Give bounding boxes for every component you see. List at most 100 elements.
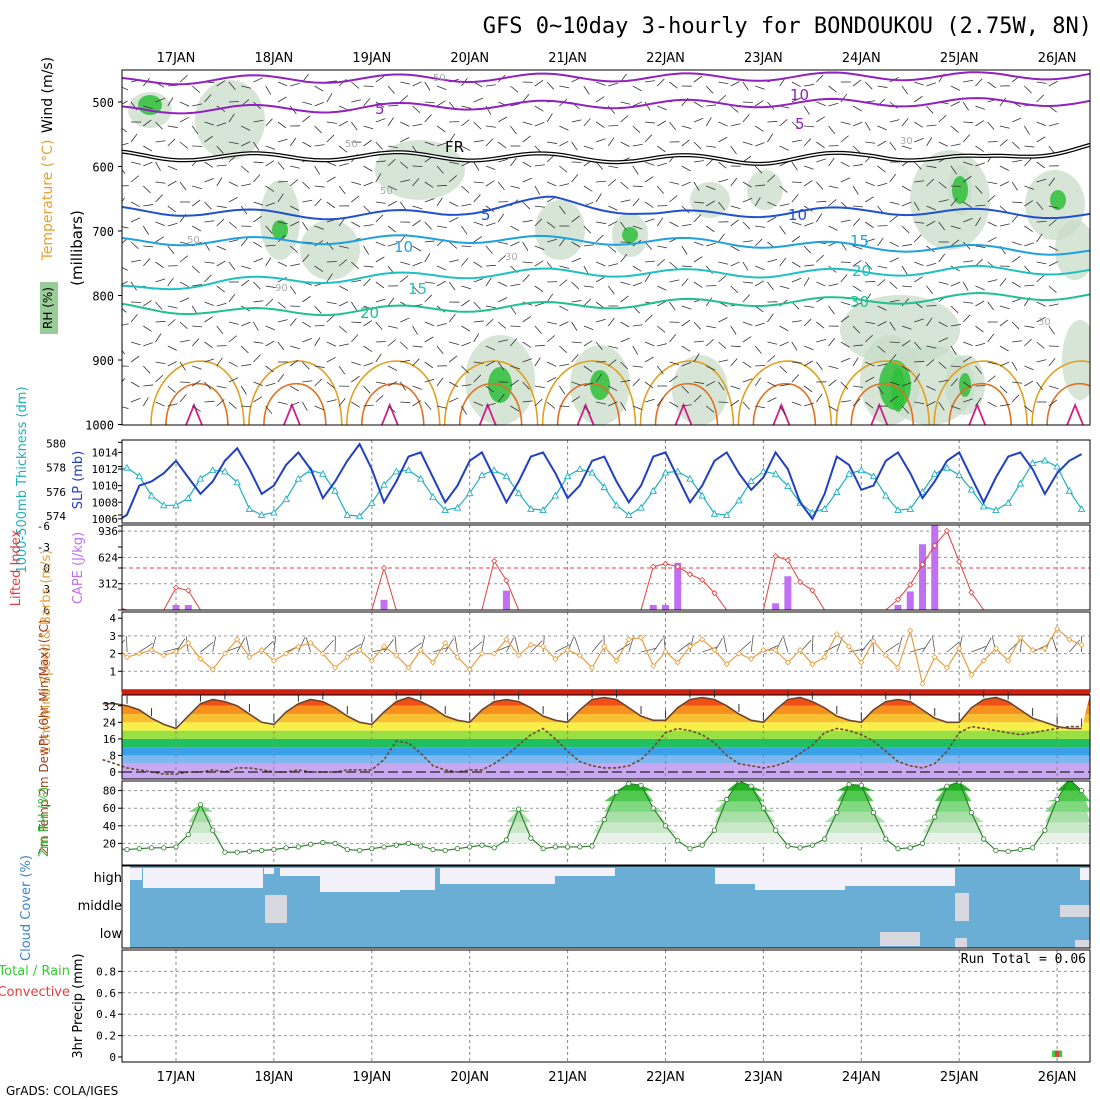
upper-wind-barb	[865, 334, 873, 343]
upper-wind-barb	[1036, 381, 1043, 391]
upper-wind-barb	[522, 241, 529, 251]
thickness-marker	[967, 485, 976, 493]
upper-wind-barb	[657, 325, 666, 333]
rh-marker	[185, 831, 191, 838]
upper-wind-barb	[657, 300, 667, 307]
upper-wind-barb	[889, 141, 897, 151]
temperature-color-band	[122, 755, 1090, 764]
wind-barb	[763, 645, 779, 653]
upper-wind-barb	[926, 401, 936, 407]
wind-speed-marker	[380, 643, 388, 650]
rh-marker	[650, 805, 656, 811]
upper-wind-barb	[546, 293, 554, 303]
wind-speed-marker	[148, 646, 155, 654]
upper-wind-barb	[302, 338, 312, 343]
upper-wind-barb	[253, 215, 262, 223]
upper-wind-barb	[644, 201, 654, 208]
upper-wind-barb	[938, 253, 946, 263]
wind-speed-marker	[454, 654, 461, 661]
wind-axis-title: 10m Wind Speed & Barbs (m/s)	[39, 550, 54, 755]
upper-wind-barb	[620, 253, 628, 263]
upper-wind-barb	[387, 297, 395, 307]
upper-wind-barb	[253, 396, 263, 403]
upper-wind-barb	[1048, 177, 1056, 187]
upper-wind-barb	[767, 259, 778, 263]
upper-wind-barb	[473, 320, 484, 323]
upper-wind-barb	[253, 300, 264, 303]
upper-wind-barb	[865, 376, 875, 383]
upper-wind-barb	[167, 245, 175, 255]
upper-wind-barb	[791, 139, 802, 143]
wind-barb	[126, 635, 128, 653]
isotherm-label: 5	[375, 100, 385, 118]
rh-marker	[491, 845, 497, 851]
upper-wind-barb	[289, 401, 300, 407]
rh-tick-label: 80	[103, 785, 116, 798]
upper-wind-barb	[840, 341, 850, 348]
upper-wind-barb	[387, 365, 398, 371]
upper-wind-barb	[400, 317, 410, 323]
upper-wind-barb	[179, 255, 189, 263]
upper-wind-barb	[803, 222, 814, 227]
upper-wind-barb	[816, 254, 824, 263]
upper-wind-barb	[656, 397, 664, 407]
upper-wind-barb	[767, 174, 775, 183]
upper-wind-barb	[742, 261, 749, 271]
upper-wind-barb	[387, 339, 396, 347]
rh-marker	[295, 844, 301, 850]
upper-wind-barb	[852, 260, 862, 267]
upper-wind-barb	[816, 101, 826, 106]
upper-wind-barb	[1024, 380, 1034, 387]
upper-wind-barb	[424, 181, 434, 188]
temperature-contour-30	[948, 382, 1012, 425]
upper-wind-barb	[779, 341, 789, 347]
upper-wind-barb	[999, 125, 1010, 129]
upper-wind-barb	[228, 221, 237, 229]
upper-wind-barb	[889, 354, 897, 363]
upper-wind-barb	[473, 221, 484, 226]
upper-wind-barb	[510, 325, 521, 327]
upper-wind-barb	[767, 281, 774, 291]
rh-marker	[222, 849, 228, 855]
upper-wind-barb	[412, 400, 422, 407]
upper-wind-barb	[142, 225, 149, 235]
upper-wind-barb	[791, 361, 802, 364]
rh-shading-moist	[622, 227, 638, 243]
upper-wind-barb	[595, 193, 602, 203]
upper-wind-barb	[571, 257, 581, 263]
date-label-top: 18JAN	[255, 51, 294, 66]
dewpoint-line	[102, 725, 1082, 775]
upper-wind-barb	[461, 258, 469, 267]
temperature-tick-label: 0	[109, 766, 116, 779]
upper-wind-barb	[1036, 81, 1047, 84]
upper-wind-barb	[632, 85, 642, 92]
upper-wind-barb	[620, 115, 629, 123]
temperature-contour-30	[654, 382, 719, 425]
upper-wind-barb	[265, 118, 273, 127]
upper-wind-barb	[290, 165, 300, 169]
rh-frame	[121, 780, 1091, 866]
rh-marker	[675, 838, 681, 844]
upper-wind-barb	[583, 244, 594, 247]
upper-wind-barb	[510, 338, 518, 347]
upper-wind-barb	[179, 75, 188, 83]
upper-wind-barb	[326, 134, 335, 143]
rh-marker	[956, 781, 962, 785]
upper-wind-barb	[608, 82, 618, 87]
wind-speed-marker	[907, 627, 914, 634]
upper-wind-barb	[143, 161, 153, 167]
lifted-index-marker	[907, 581, 914, 588]
upper-wind-barb	[522, 201, 531, 210]
upper-wind-barb	[644, 161, 655, 166]
upper-wind-barb	[473, 301, 481, 310]
upper-wind-barb	[975, 204, 986, 207]
lifted-index-marker	[503, 577, 510, 584]
upper-wind-barb	[559, 385, 566, 395]
lifted-index-marker	[797, 578, 804, 586]
upper-wind-barb	[865, 181, 875, 186]
upper-wind-barb	[448, 281, 456, 291]
upper-wind-barb	[240, 385, 247, 395]
isotherm-label: 20	[360, 304, 379, 322]
cloud-level-label: low	[100, 927, 123, 942]
upper-wind-barb	[143, 245, 154, 248]
